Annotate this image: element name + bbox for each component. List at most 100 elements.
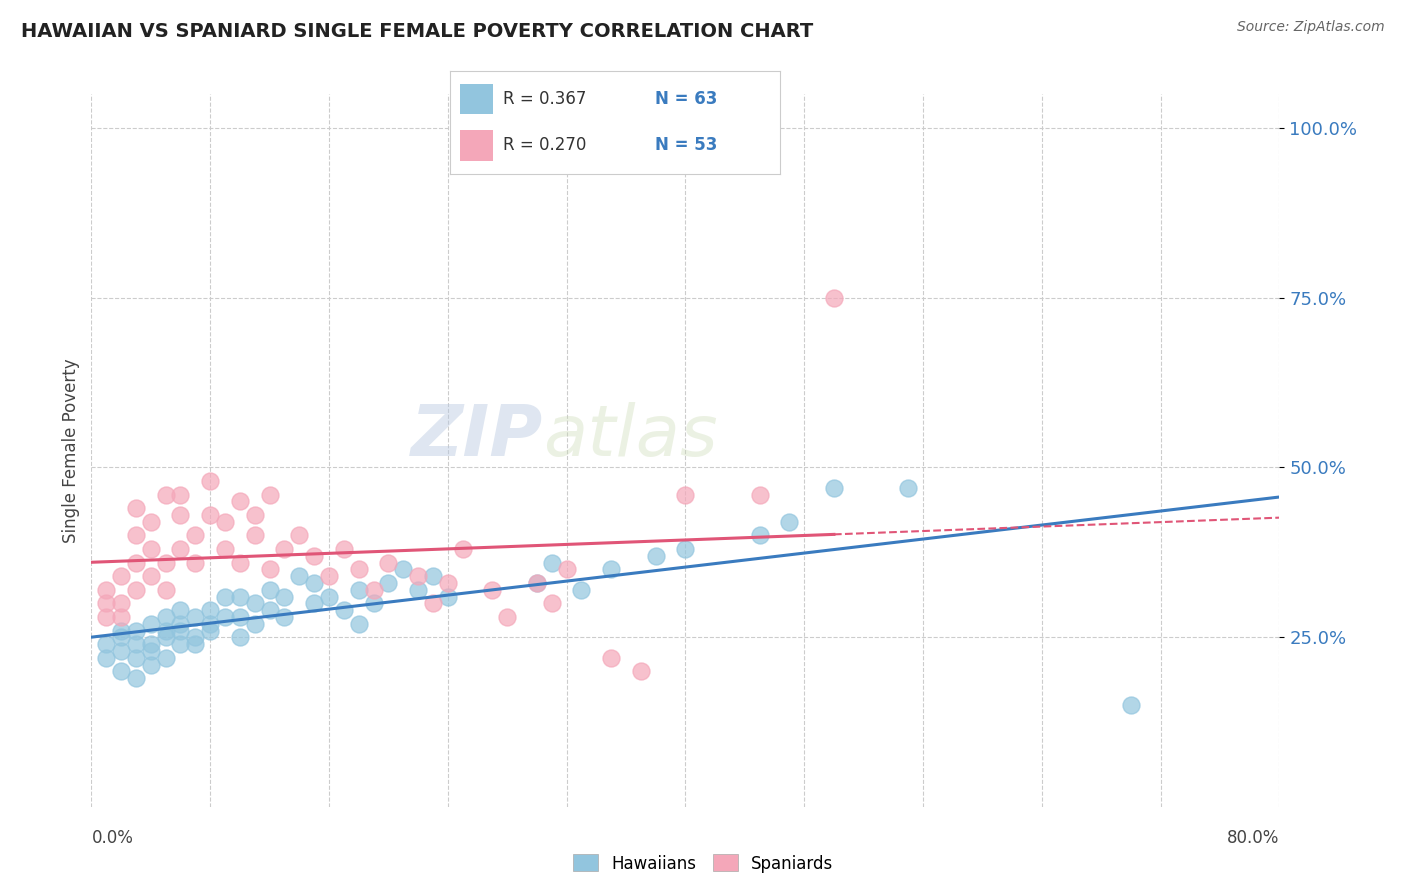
Point — [229, 631, 252, 645]
Point — [169, 488, 191, 502]
Point — [169, 637, 191, 651]
Point — [125, 582, 148, 597]
Point — [436, 590, 458, 604]
Text: atlas: atlas — [543, 401, 717, 471]
Point — [184, 528, 207, 542]
Point — [155, 631, 177, 645]
Point — [273, 610, 295, 624]
Point — [555, 562, 578, 576]
Point — [200, 508, 222, 522]
Point — [526, 576, 548, 591]
Point — [481, 582, 503, 597]
Point — [139, 616, 162, 631]
Point — [110, 596, 132, 610]
Point — [451, 541, 474, 556]
Point — [139, 541, 162, 556]
Point — [169, 624, 191, 638]
Point — [125, 501, 148, 516]
Point — [243, 616, 266, 631]
Point — [229, 610, 252, 624]
Point — [110, 644, 132, 658]
Text: Source: ZipAtlas.com: Source: ZipAtlas.com — [1237, 20, 1385, 34]
Point — [347, 582, 370, 597]
Point — [139, 569, 162, 583]
Point — [110, 631, 132, 645]
Point — [229, 494, 252, 508]
Point — [96, 582, 118, 597]
Legend: Hawaiians, Spaniards: Hawaiians, Spaniards — [567, 847, 839, 880]
Point — [96, 610, 118, 624]
Point — [169, 603, 191, 617]
Point — [200, 474, 222, 488]
Point — [169, 541, 191, 556]
Text: N = 63: N = 63 — [655, 90, 717, 108]
Point — [155, 556, 177, 570]
Point — [302, 576, 325, 591]
Point — [673, 488, 696, 502]
Point — [110, 665, 132, 679]
Text: 80.0%: 80.0% — [1227, 829, 1279, 847]
Point — [169, 616, 191, 631]
Point — [540, 596, 562, 610]
Point — [630, 665, 652, 679]
Point — [125, 556, 148, 570]
Point — [377, 556, 399, 570]
Point — [288, 569, 311, 583]
Point — [778, 515, 800, 529]
Point — [422, 596, 444, 610]
Point — [200, 603, 222, 617]
Point — [125, 650, 148, 665]
Point — [259, 603, 281, 617]
Point — [333, 603, 356, 617]
Point — [243, 596, 266, 610]
Point — [139, 657, 162, 672]
Point — [422, 569, 444, 583]
Point — [110, 569, 132, 583]
Point — [897, 481, 920, 495]
Point — [214, 541, 236, 556]
Point — [184, 610, 207, 624]
Point — [259, 488, 281, 502]
Text: N = 53: N = 53 — [655, 136, 717, 154]
Point — [184, 556, 207, 570]
Point — [600, 650, 623, 665]
Point — [229, 556, 252, 570]
Point — [243, 528, 266, 542]
Point — [214, 515, 236, 529]
Point — [125, 671, 148, 685]
Point — [125, 528, 148, 542]
Point — [125, 624, 148, 638]
Point — [155, 488, 177, 502]
Point — [363, 596, 385, 610]
Point — [644, 549, 666, 563]
Point — [496, 610, 519, 624]
Point — [110, 610, 132, 624]
Point — [1119, 698, 1142, 713]
Point — [259, 562, 281, 576]
Text: 0.0%: 0.0% — [91, 829, 134, 847]
Point — [392, 562, 415, 576]
Point — [139, 637, 162, 651]
Point — [273, 590, 295, 604]
Point — [347, 562, 370, 576]
Bar — [460, 130, 494, 161]
Text: HAWAIIAN VS SPANIARD SINGLE FEMALE POVERTY CORRELATION CHART: HAWAIIAN VS SPANIARD SINGLE FEMALE POVER… — [21, 22, 813, 41]
Point — [155, 610, 177, 624]
Point — [673, 541, 696, 556]
Point — [214, 590, 236, 604]
Point — [748, 488, 770, 502]
Point — [406, 569, 429, 583]
Point — [436, 576, 458, 591]
Point — [273, 541, 295, 556]
Point — [318, 569, 340, 583]
Point — [288, 528, 311, 542]
Text: R = 0.367: R = 0.367 — [503, 90, 586, 108]
Y-axis label: Single Female Poverty: Single Female Poverty — [62, 359, 80, 542]
Point — [96, 637, 118, 651]
Point — [229, 590, 252, 604]
Point — [200, 616, 222, 631]
Point — [139, 515, 162, 529]
Point — [823, 291, 845, 305]
Point — [125, 637, 148, 651]
Point — [302, 596, 325, 610]
